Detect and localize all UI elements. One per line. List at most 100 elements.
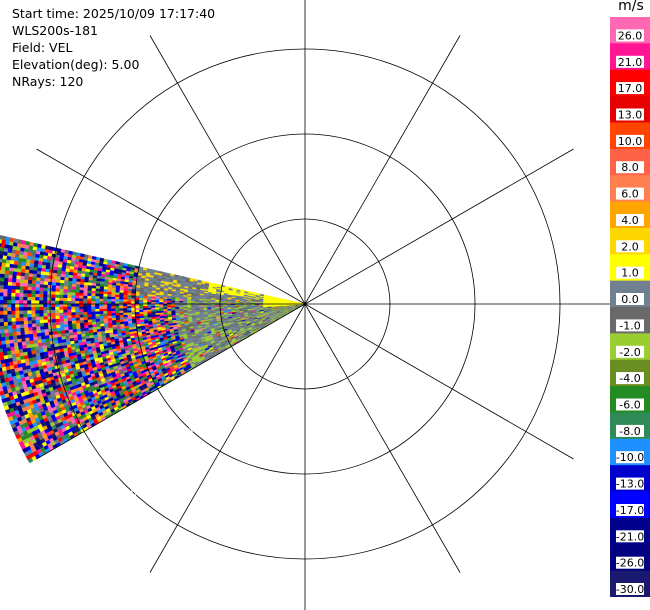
velocity-cell [8,270,14,276]
colorbar-label-bg [616,345,644,358]
velocity-cell [31,286,36,291]
velocity-cell [51,318,56,323]
velocity-cell [19,327,25,332]
velocity-cell [102,313,108,317]
velocity-cell [43,325,49,330]
velocity-cell [106,308,112,312]
velocity-cell [38,309,44,314]
velocity-cell [36,273,41,278]
colorbar-label-bg [616,556,644,569]
velocity-cell [90,311,96,315]
velocity-cell [22,296,28,301]
elevation: Elevation(deg): 5.00 [12,57,140,72]
velocity-cell [31,323,37,328]
colorbar-label-bg [616,504,644,516]
velocity-cell [0,374,5,380]
velocity-cell [23,286,28,291]
velocity-cell [18,292,24,297]
colorbar-label-bg [616,319,644,332]
colorbar-tick-label: -30.0 [616,583,644,596]
velocity-cell [82,295,88,299]
velocity-cell [107,291,112,295]
velocity-cell [98,298,104,302]
velocity-cell [43,315,48,320]
velocity-cell [32,329,37,334]
colorbar-tick-label: 26.0 [618,29,643,42]
velocity-cell [35,322,41,327]
velocity-cell [8,335,14,341]
velocity-cell [71,289,76,293]
colorbar-tick-label: 21.0 [618,56,643,69]
velocity-cell [7,285,12,290]
velocity-cell [119,314,124,318]
velocity-cell [66,294,72,299]
velocity-cell [114,301,120,304]
velocity-cell [34,290,40,295]
velocity-cell [103,258,109,263]
velocity-cell [50,290,56,295]
velocity-cell [39,280,45,285]
velocity-cell [66,306,72,310]
velocity-cell [146,305,152,308]
velocity-cell [78,295,84,299]
velocity-cell [71,286,76,290]
velocity-cell [0,382,3,388]
colorbar-tick-label: -2.0 [619,346,640,359]
velocity-cell [158,301,164,305]
velocity-cell [15,320,20,325]
velocity-cell [15,274,21,280]
velocity-cell [138,301,144,304]
velocity-cell [90,298,96,302]
velocity-cell [18,306,24,311]
velocity-cell [23,323,29,328]
velocity-cell [90,300,96,304]
colorbar-tick-label: 0.0 [621,293,639,306]
velocity-cell [3,317,8,323]
velocity-cell [32,332,38,338]
velocity-cell [3,321,9,326]
velocity-cell [42,309,48,314]
velocity-cell [42,293,48,298]
velocity-cell [14,289,20,294]
velocity-cell [0,336,2,342]
colorbar-tick-label: -26.0 [616,557,644,570]
velocity-cell [154,308,160,312]
velocity-cell [0,258,3,263]
velocity-cell [43,328,49,333]
velocity-cell [30,293,36,298]
velocity-cell [0,269,2,274]
velocity-cell [54,312,60,317]
velocity-cell [30,300,36,304]
velocity-cell [0,370,4,376]
velocity-cell [55,285,60,289]
velocity-cell [26,293,32,298]
velocity-cell [42,290,48,295]
velocity-cell [51,321,57,326]
velocity-cell [118,305,124,309]
velocity-cell [102,298,108,302]
velocity-cell [126,309,132,313]
velocity-cell [94,306,100,310]
velocity-cell [98,308,104,312]
azimuth-spoke [36,148,306,305]
velocity-cell [67,288,72,293]
velocity-cell [0,332,6,338]
velocity-cell [23,279,29,284]
velocity-cell [3,328,9,334]
azimuth-spoke [304,303,461,573]
velocity-cell [102,308,108,312]
velocity-cell [16,271,22,276]
velocity-cell [0,333,2,338]
velocity-cell [0,284,4,289]
velocity-cell [0,359,2,365]
velocity-cell [38,306,44,311]
velocity-cell [0,355,5,361]
velocity-cell [90,313,96,317]
velocity-cell [67,323,73,328]
velocity-cell [71,314,76,319]
velocity-cell [31,319,36,324]
velocity-cell [59,321,65,325]
velocity-cell [54,291,60,295]
velocity-cell [27,316,32,321]
velocity-cell [74,297,80,301]
